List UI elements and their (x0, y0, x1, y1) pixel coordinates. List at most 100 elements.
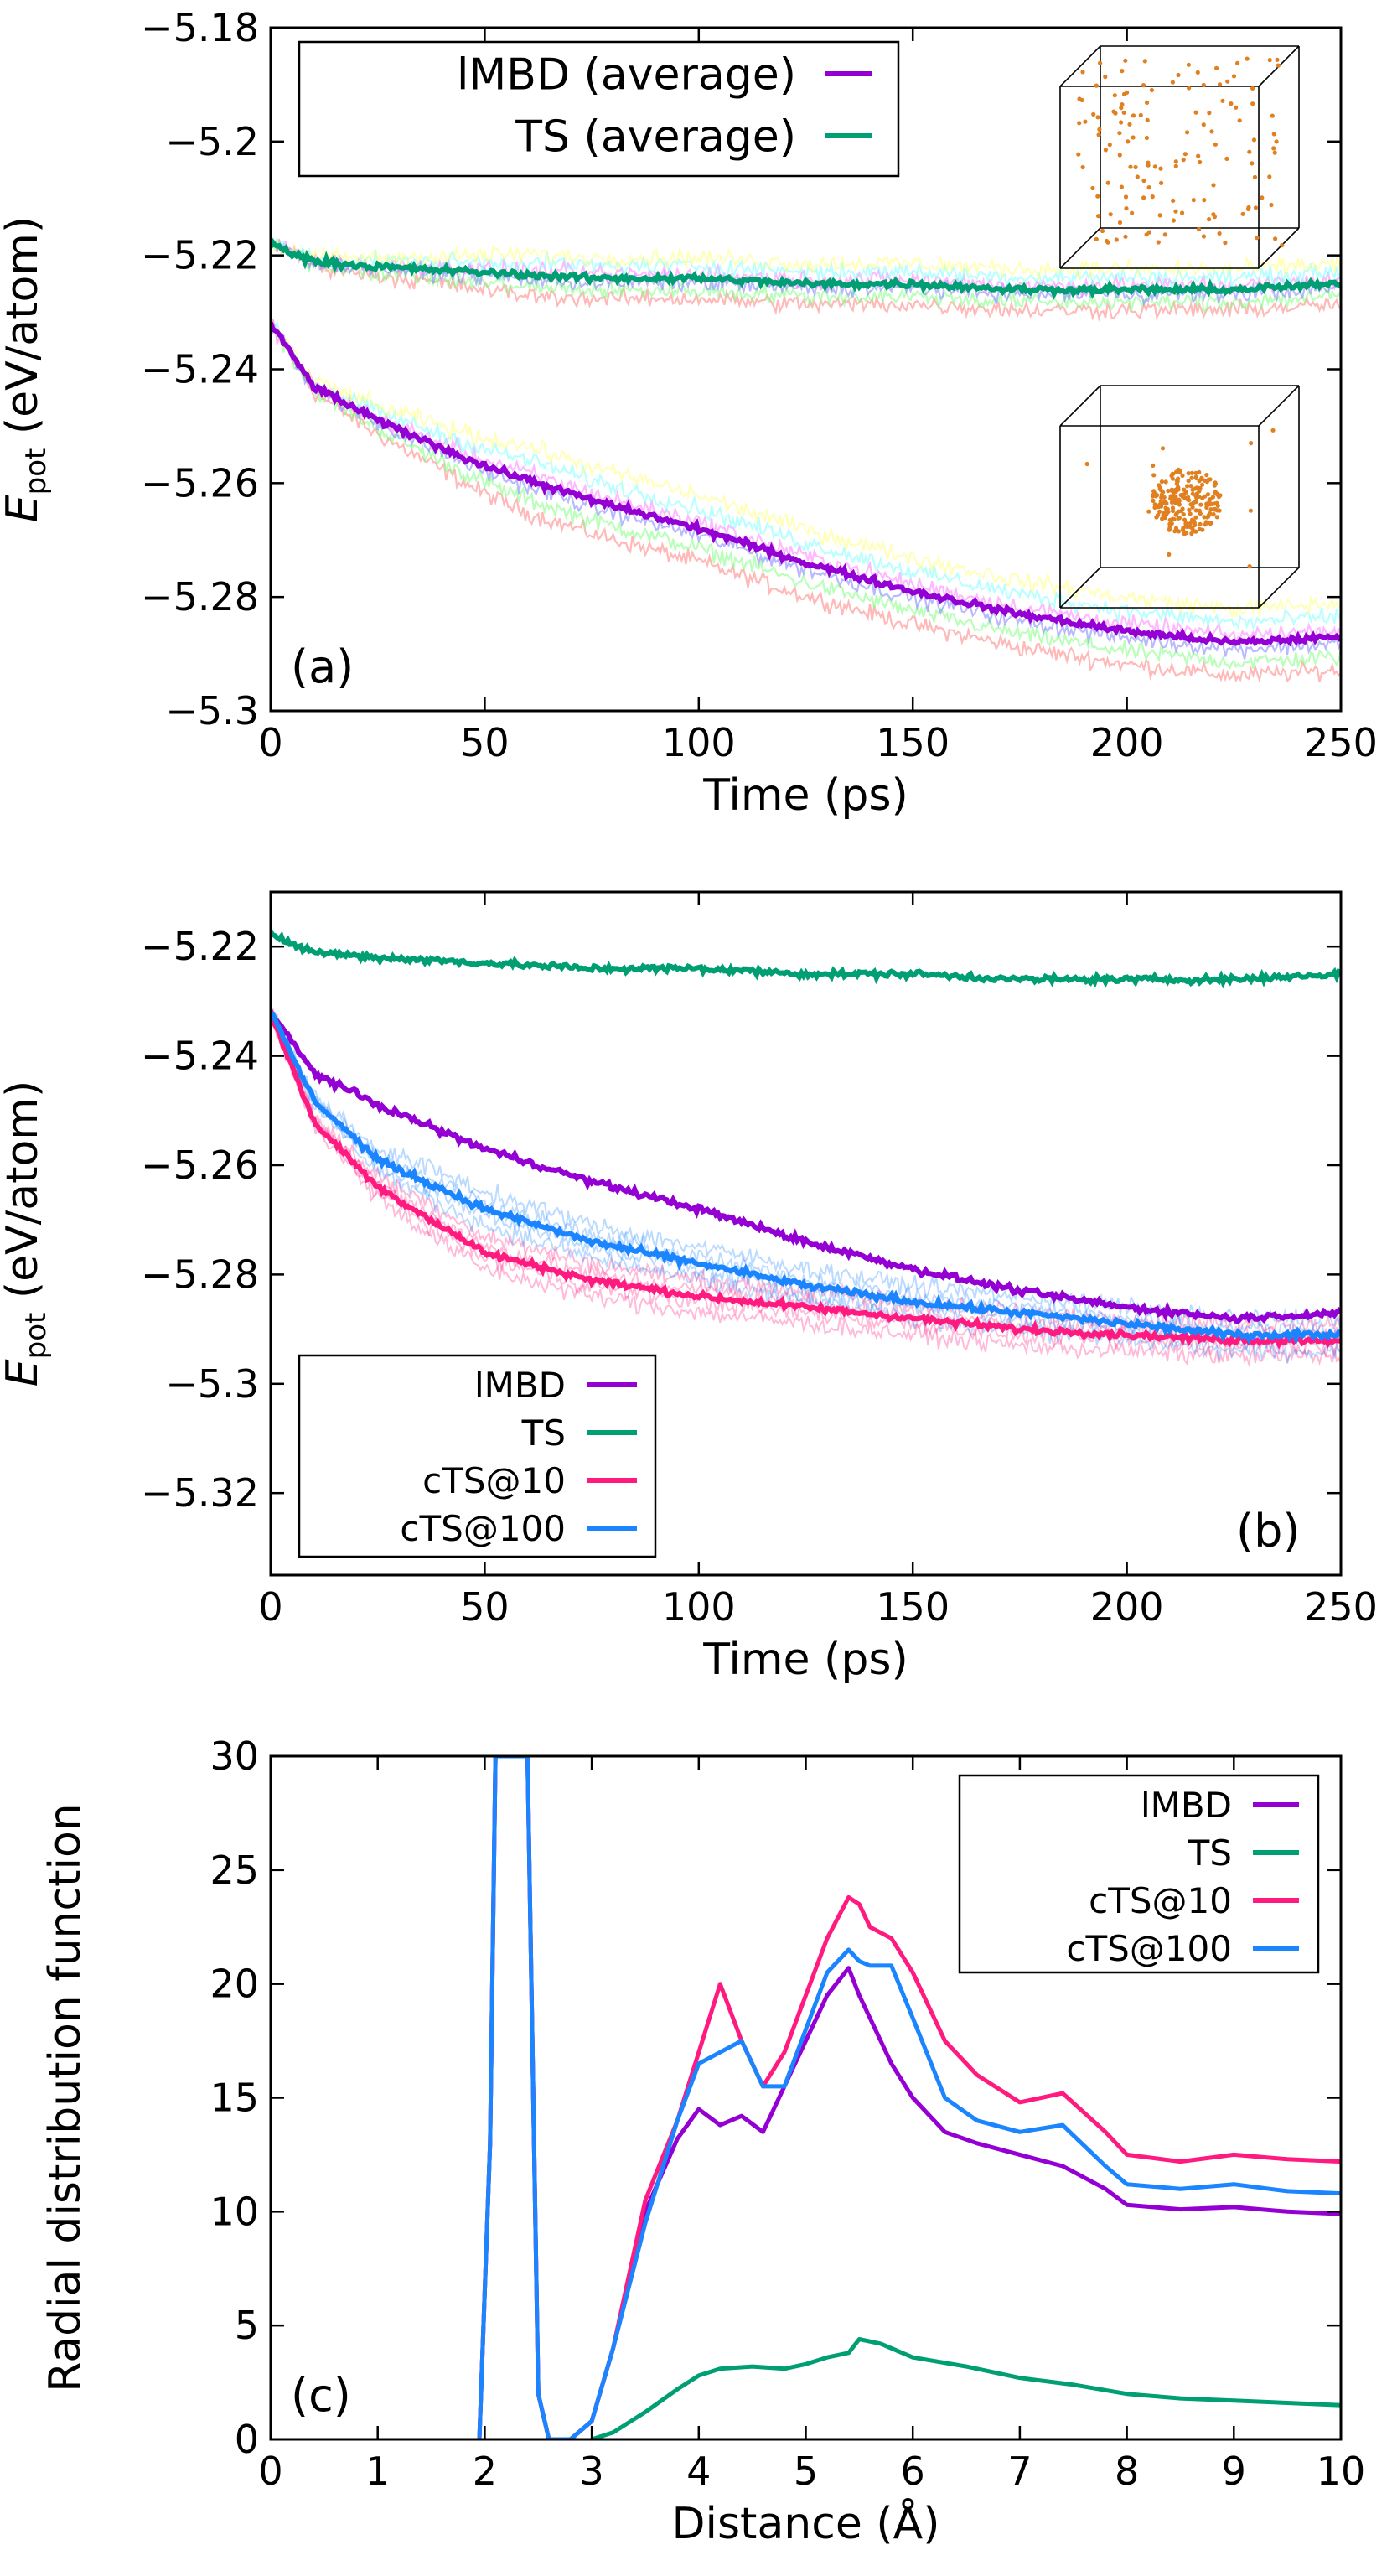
x-tick-label: 150 (876, 1584, 950, 1630)
legend-box (958, 1774, 1320, 1974)
series-line-cts@10 (477, 1756, 1341, 2439)
y-axis-label: Epot (eV/atom) (0, 216, 53, 523)
cube-edge (1059, 45, 1101, 87)
atom (1192, 500, 1197, 505)
atom (1113, 111, 1118, 116)
atom (1208, 477, 1213, 482)
legend: lMBD TS cTS@10 cTS@100 (298, 1354, 657, 1558)
atom (1171, 218, 1176, 223)
atom (1186, 62, 1191, 67)
atom (1200, 482, 1205, 487)
atom (1267, 58, 1272, 63)
atom (1246, 205, 1251, 210)
atom (1199, 475, 1204, 480)
atom (1193, 110, 1198, 115)
atom (1188, 511, 1193, 516)
legend-label: cTS@10 (1089, 1880, 1232, 1921)
x-tick-label: 9 (1222, 2449, 1246, 2494)
atom (1188, 484, 1193, 489)
atom (1145, 100, 1150, 105)
atom (1210, 495, 1216, 500)
series-line-ts (271, 930, 1341, 989)
x-tick-label: 0 (258, 2449, 282, 2494)
atom (1270, 428, 1276, 433)
atom (1247, 149, 1252, 154)
x-tick-label: 100 (662, 1584, 736, 1630)
atom (1182, 152, 1188, 157)
atom (1160, 446, 1166, 451)
atom (1208, 521, 1213, 526)
atom (1190, 491, 1195, 496)
atom (1173, 159, 1178, 164)
atom (1170, 80, 1175, 85)
atom (1123, 234, 1128, 239)
y-tick-label: 5 (235, 2303, 259, 2348)
x-tick-label: 2 (473, 2449, 497, 2494)
y-tick-label: −5.26 (141, 1143, 259, 1188)
atom (1271, 146, 1276, 151)
y-axis-label: Epot (eV/atom) (0, 1081, 53, 1387)
atom (1198, 521, 1203, 527)
atom (1207, 512, 1212, 517)
atom (1144, 135, 1149, 141)
atom (1091, 111, 1096, 117)
run-trace-lmbd-0 (271, 318, 1341, 684)
run-trace-cTS@10-1 (271, 1006, 1341, 1358)
atom (1183, 490, 1188, 495)
y-tick-label: −5.32 (141, 1470, 259, 1516)
atom (1177, 469, 1183, 474)
x-tick-label: 5 (794, 2449, 818, 2494)
atom (1095, 115, 1100, 120)
atom (1250, 86, 1255, 91)
legend-label: cTS@100 (400, 1508, 566, 1549)
atom (1193, 470, 1198, 475)
atom (1198, 502, 1203, 507)
atom (1220, 98, 1225, 103)
atom (1158, 166, 1163, 171)
atom (1267, 174, 1272, 179)
atom (1125, 90, 1130, 95)
atom (1189, 470, 1194, 475)
x-axis-label: Distance (Å) (671, 2497, 939, 2549)
atom (1269, 202, 1274, 208)
atom (1146, 509, 1151, 514)
atom (1214, 65, 1219, 70)
run-trace-lmbd-1 (271, 320, 1341, 671)
atom (1157, 485, 1162, 490)
atom (1217, 82, 1223, 87)
atom (1201, 234, 1206, 239)
y-tick-label: −5.2 (165, 119, 259, 164)
atom (1235, 60, 1240, 65)
y-tick-label: −5.22 (141, 233, 259, 278)
atom (1212, 483, 1217, 488)
cube-edge (1258, 385, 1300, 427)
atom (1213, 507, 1219, 512)
x-tick-label: 1 (365, 2449, 390, 2494)
series-line-lmbd-average- (271, 322, 1341, 647)
legend-box (298, 40, 900, 178)
atom (1180, 210, 1185, 215)
atom (1174, 511, 1179, 516)
legend-label: TS (1188, 1832, 1232, 1874)
plot-area (271, 237, 1341, 684)
x-tick-label: 3 (579, 2449, 603, 2494)
atom (1182, 517, 1188, 522)
atom (1202, 515, 1207, 520)
atom (1217, 231, 1222, 236)
atom (1177, 516, 1182, 521)
atom (1169, 487, 1174, 492)
legend-label: lMBD (average) (457, 50, 796, 101)
atom (1198, 511, 1203, 516)
y-tick-label: −5.24 (141, 347, 259, 392)
atom (1090, 185, 1095, 191)
atom (1119, 184, 1124, 189)
atom (1273, 236, 1278, 241)
atom (1167, 552, 1172, 557)
inset-dispersed-structure (1059, 45, 1300, 269)
x-tick-label: 0 (258, 720, 282, 765)
atom (1280, 243, 1285, 248)
atom (1119, 120, 1124, 125)
atom (1170, 476, 1175, 481)
atom (1173, 163, 1178, 168)
